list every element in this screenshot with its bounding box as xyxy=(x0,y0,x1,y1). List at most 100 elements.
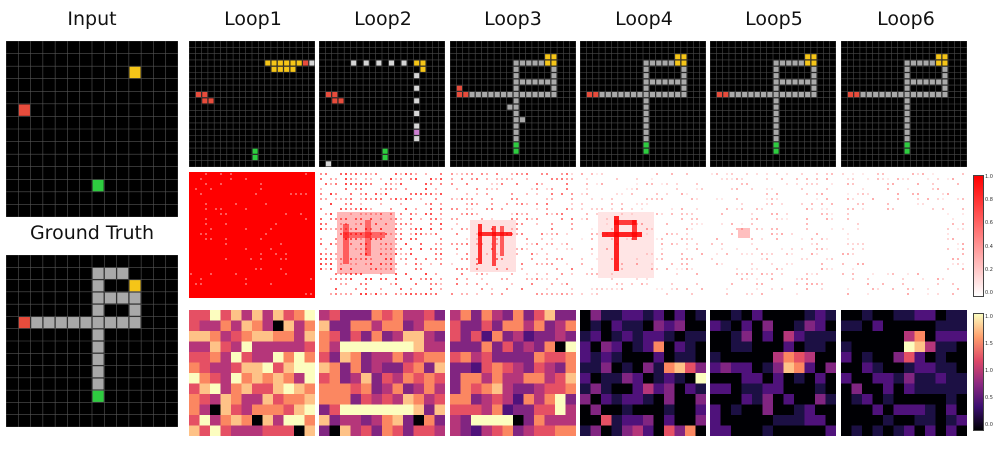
heatmap-cell xyxy=(893,383,905,395)
heatmap-cell xyxy=(523,352,535,363)
heatmap-cell xyxy=(841,404,852,416)
path-cell xyxy=(414,136,420,142)
heatmap-cell xyxy=(904,362,915,374)
heatmap-cell xyxy=(851,394,863,405)
heatmap-cell xyxy=(434,383,445,395)
heatmap-cell xyxy=(794,394,805,405)
heatmap-cell xyxy=(825,425,836,436)
heatmap-cell xyxy=(492,320,503,332)
heatmap-cell xyxy=(653,362,665,374)
heatmap-cell xyxy=(956,331,967,342)
heatmap-cell xyxy=(685,394,696,405)
path-cell xyxy=(507,92,513,98)
heatmap-cell xyxy=(946,331,957,342)
heatmap-cell xyxy=(872,404,884,416)
heatmap-cell xyxy=(935,404,947,416)
attention-colorbar xyxy=(973,175,984,297)
heatmap-cell xyxy=(371,404,383,416)
heatmap-cell xyxy=(695,320,706,332)
heatmap-cell xyxy=(340,320,351,332)
heatmap-cell xyxy=(220,373,232,384)
path-cell xyxy=(786,92,792,98)
heatmap-cell xyxy=(664,404,675,416)
heatmap-cell xyxy=(252,373,263,384)
heatmap-cell xyxy=(319,362,330,374)
path-cell xyxy=(551,85,557,91)
path-cell xyxy=(754,92,760,98)
heatmap-cell xyxy=(319,341,330,353)
heatmap-cell xyxy=(544,394,556,405)
path-cell xyxy=(513,117,519,123)
path-cell xyxy=(942,66,948,72)
heatmap-cell xyxy=(762,404,774,416)
heatmap-cell xyxy=(664,383,675,395)
heatmap-cell xyxy=(841,415,852,426)
path-cell xyxy=(519,92,525,98)
heatmap-cell xyxy=(914,383,926,395)
heatmap-cell xyxy=(220,394,232,405)
goal-cell xyxy=(545,54,551,60)
heatmap-cell xyxy=(273,425,284,436)
heatmap-cell xyxy=(851,320,863,332)
heatmap-cell xyxy=(210,310,221,321)
heatmap-cell xyxy=(883,310,894,321)
heatmap-cell xyxy=(653,341,665,353)
heatmap-cell xyxy=(523,404,535,416)
heatmap-cell xyxy=(319,373,330,384)
heatmap-cell xyxy=(555,341,566,353)
heatmap-cell xyxy=(893,394,905,405)
path-cell xyxy=(513,98,519,104)
heatmap-cell xyxy=(434,320,445,332)
heatmap-cell xyxy=(904,341,915,353)
heatmap-cell xyxy=(601,394,612,405)
heatmap-cell xyxy=(450,331,461,342)
heatmap-cell xyxy=(241,425,253,436)
heatmap-cell xyxy=(210,383,221,395)
heatmap-cell xyxy=(752,362,763,374)
heatmap-cell xyxy=(590,362,602,374)
loop5-title: Loop5 xyxy=(745,8,803,30)
heatmap-cell xyxy=(424,383,435,395)
heatmap-cell xyxy=(825,394,836,405)
heatmap-cell xyxy=(710,394,721,405)
path-cell xyxy=(624,92,630,98)
target-cell xyxy=(904,148,910,154)
heatmap-cell xyxy=(403,404,414,416)
goal-cell xyxy=(936,54,942,60)
heatmap-cell xyxy=(189,362,200,374)
heatmap-cell xyxy=(741,394,753,405)
goal-cell xyxy=(420,60,426,66)
heatmap-cell xyxy=(946,320,957,332)
heatmap-cell xyxy=(460,383,472,395)
heatmap-cell xyxy=(674,310,686,321)
path-cell xyxy=(798,92,804,98)
heatmap-cell xyxy=(925,373,936,384)
heatmap-cell xyxy=(294,383,305,395)
heatmap-cell xyxy=(580,341,591,353)
path-cell xyxy=(351,60,357,66)
heatmap-cell xyxy=(555,373,566,384)
colorbar-tick-label: 1.0 xyxy=(985,314,993,320)
heatmap-cell xyxy=(382,383,393,395)
heatmap-cell xyxy=(862,415,873,426)
heatmap-cell xyxy=(450,425,461,436)
heatmap-cell xyxy=(674,331,686,342)
heatmap-cell xyxy=(862,341,873,353)
heatmap-cell xyxy=(523,415,535,426)
heatmap-cell xyxy=(580,425,591,436)
heatmap-cell xyxy=(841,383,852,395)
heatmap-cell xyxy=(361,425,372,436)
path-cell xyxy=(904,79,910,85)
heatmap-cell xyxy=(565,415,576,426)
heatmap-cell xyxy=(731,352,742,363)
path-cell xyxy=(117,317,129,329)
heatmap-cell xyxy=(741,341,753,353)
heatmap-cell xyxy=(580,352,591,363)
path-cell xyxy=(551,92,557,98)
loop4-prediction-grid xyxy=(580,41,706,167)
target-cell xyxy=(252,155,258,161)
path-cell xyxy=(786,79,792,85)
attention-focus xyxy=(478,224,482,264)
heatmap-cell xyxy=(382,320,393,332)
heatmap-cell xyxy=(622,383,633,395)
